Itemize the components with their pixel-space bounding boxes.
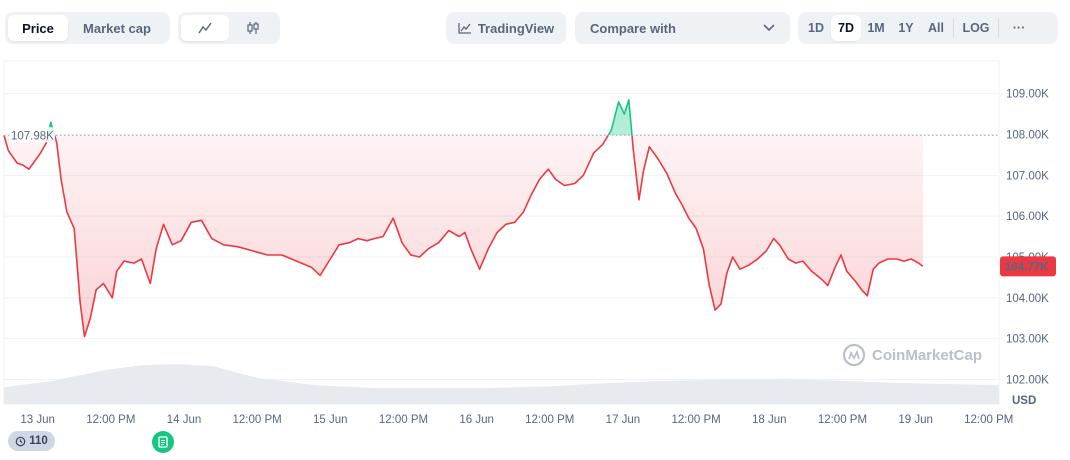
events-count: 110 bbox=[29, 435, 48, 447]
x-tick-label: 16 Jun bbox=[459, 414, 494, 425]
current-price-label: 104.77K bbox=[1005, 261, 1049, 273]
volume-shape bbox=[4, 364, 999, 404]
x-tick-label: 12:00 PM bbox=[233, 414, 282, 425]
x-tick-label: 12:00 PM bbox=[964, 414, 1013, 425]
price-tab[interactable]: Price bbox=[8, 15, 68, 41]
x-tick-label: 13 Jun bbox=[20, 414, 55, 425]
events-badge[interactable]: 110 bbox=[8, 431, 55, 451]
range-1d[interactable]: 1D bbox=[808, 21, 824, 35]
y-tick-label: 103.00K bbox=[1006, 334, 1049, 346]
more-options-button[interactable]: ··· bbox=[1012, 21, 1026, 35]
current-price-badge bbox=[1000, 256, 1056, 277]
price-fill-below bbox=[4, 135, 923, 337]
y-tick-label: 102.00K bbox=[1006, 375, 1049, 387]
y-tick-label: 106.00K bbox=[1006, 211, 1049, 223]
reference-label-bg bbox=[9, 127, 55, 143]
x-tick-label: 17 Jun bbox=[606, 414, 641, 425]
coinmarketcap-logo-icon bbox=[842, 343, 866, 367]
x-tick-label: 19 Jun bbox=[898, 414, 933, 425]
x-tick-label: 12:00 PM bbox=[379, 414, 428, 425]
range-divider bbox=[953, 19, 954, 37]
reference-label: 107.98K bbox=[11, 130, 54, 142]
x-axis: 13 Jun 12:00 PM 14 Jun 12:00 PM 15 Jun 12:00 … bbox=[20, 414, 1013, 425]
price-fill bbox=[4, 99, 923, 337]
x-tick-label: 12:00 PM bbox=[525, 414, 574, 425]
chart-type-toggle: Price Market cap bbox=[5, 12, 170, 44]
log-scale-button[interactable]: LOG bbox=[962, 21, 990, 35]
volume-area bbox=[4, 364, 999, 404]
reference-line-group: 107.98K bbox=[4, 127, 999, 143]
chart-style-toggle bbox=[178, 12, 280, 44]
x-tick-label: 14 Jun bbox=[167, 414, 202, 425]
x-tick-label: 12:00 PM bbox=[86, 414, 135, 425]
candlestick-button[interactable] bbox=[229, 15, 277, 41]
history-icon bbox=[15, 436, 26, 446]
y-tick-label: 104.00K bbox=[1006, 293, 1049, 305]
candlestick-icon bbox=[247, 22, 259, 34]
market-cap-tab[interactable]: Market cap bbox=[83, 20, 151, 36]
y-tick-label: 108.00K bbox=[1006, 130, 1049, 142]
y-axis: 109.00K108.00K107.00K106.00K105.00K104.0… bbox=[1000, 89, 1056, 387]
chevron-down-icon bbox=[763, 24, 775, 32]
line-chart-button[interactable] bbox=[181, 15, 229, 41]
x-tick-label: 12:00 PM bbox=[671, 414, 720, 425]
compare-dropdown: Compare with bbox=[575, 12, 790, 44]
document-icon bbox=[158, 436, 168, 448]
watermark: CoinMarketCap bbox=[842, 343, 982, 367]
x-tick-label: 18 Jun bbox=[752, 414, 787, 425]
y-tick-label: 107.00K bbox=[1006, 170, 1049, 182]
price-chart[interactable]: 107.98K 109.00K108.00K107.00K106.00K105.… bbox=[0, 55, 1070, 425]
tradingview-button[interactable]: TradingView bbox=[449, 15, 563, 41]
y-tick-label: 109.00K bbox=[1006, 89, 1049, 101]
compare-label: Compare with bbox=[590, 20, 676, 36]
currency-label: USD bbox=[1012, 395, 1036, 407]
price-line-group bbox=[3, 99, 924, 338]
x-tick-label: 15 Jun bbox=[313, 414, 348, 425]
tradingview-label: TradingView bbox=[477, 20, 555, 36]
range-1y[interactable]: 1Y bbox=[898, 21, 914, 35]
x-tick-label: 12:00 PM bbox=[818, 414, 867, 425]
range-7d[interactable]: 7D bbox=[831, 15, 861, 41]
line-chart-icon bbox=[198, 22, 212, 34]
compare-button[interactable]: Compare with bbox=[578, 15, 787, 41]
tradingview-toggle: TradingView bbox=[446, 12, 566, 44]
range-all[interactable]: All bbox=[928, 21, 944, 35]
watermark-text: CoinMarketCap bbox=[872, 347, 982, 364]
price-line-down bbox=[3, 135, 924, 338]
time-range-selector: 1D 7D 1M 1Y All LOG ··· bbox=[798, 12, 1058, 44]
range-divider bbox=[998, 19, 999, 37]
news-marker[interactable] bbox=[152, 431, 174, 453]
range-1m[interactable]: 1M bbox=[867, 21, 885, 35]
tradingview-icon bbox=[458, 23, 471, 34]
